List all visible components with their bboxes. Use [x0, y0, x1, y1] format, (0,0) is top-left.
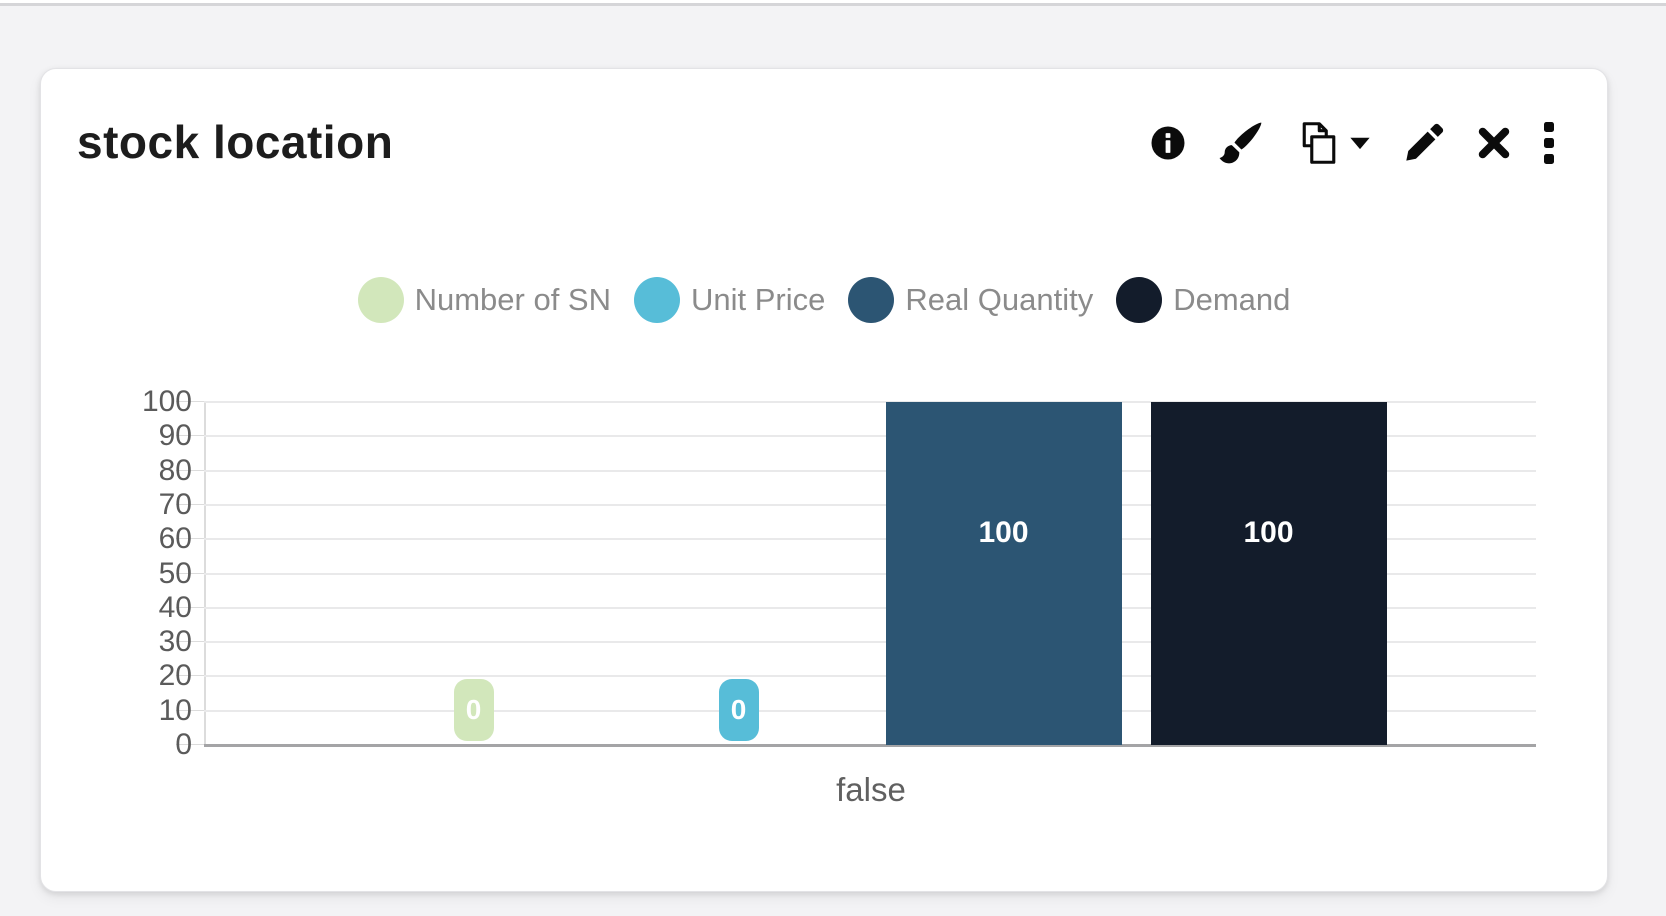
y-axis-tick-label: 80	[158, 453, 192, 487]
kebab-menu-icon	[1543, 121, 1555, 165]
chart-legend: Number of SN Unit Price Real Quantity Deman…	[41, 273, 1607, 327]
legend-label: Demand	[1173, 282, 1291, 317]
close-icon	[1477, 126, 1511, 160]
y-gridline	[204, 435, 1536, 438]
y-axis-tick-label: 20	[158, 659, 192, 693]
legend-label: Real Quantity	[905, 282, 1094, 317]
legend-item-unit-price[interactable]: Unit Price	[634, 277, 825, 323]
dashboard-widget-card: stock location	[40, 68, 1608, 892]
paintbrush-icon	[1218, 120, 1264, 166]
pencil-icon	[1403, 122, 1445, 164]
edit-button[interactable]	[1403, 122, 1445, 164]
y-axis-tick-mark	[176, 503, 204, 505]
more-options-button[interactable]	[1543, 121, 1555, 165]
legend-color-dot	[1116, 277, 1163, 323]
y-axis-tick-mark	[176, 401, 204, 402]
y-axis-tick-mark	[176, 435, 204, 437]
x-axis-baseline	[204, 743, 1536, 747]
bar-value-label: 100	[978, 516, 1029, 549]
bar-value-label: 0	[465, 694, 482, 725]
y-axis-tick-mark	[176, 641, 204, 643]
bar-value-label: 100	[1243, 516, 1294, 549]
y-axis-tick-label: 100	[141, 385, 192, 418]
legend-label: Number of SN	[414, 282, 611, 317]
widget-title: stock location	[77, 116, 394, 168]
chevron-down-icon	[1349, 136, 1371, 150]
y-gridline	[204, 606, 1536, 609]
info-button[interactable]	[1150, 125, 1186, 161]
legend-item-number-of-sn[interactable]: Number of SN	[357, 277, 611, 323]
y-axis-tick-mark	[176, 606, 204, 608]
bar-value-label: 0	[730, 694, 747, 725]
y-axis-tick-mark	[176, 744, 204, 745]
bar-number-of-sn: 0	[453, 679, 494, 741]
legend-color-dot	[357, 277, 404, 323]
x-axis-category-label: false	[204, 771, 1536, 809]
widget-toolbar	[1150, 115, 1555, 171]
legend-color-dot	[634, 277, 680, 323]
y-gridline	[204, 469, 1536, 472]
y-axis-tick-label: 30	[158, 625, 192, 659]
y-gridline	[204, 401, 1536, 403]
y-axis-tick-mark	[176, 538, 204, 540]
page-top-strip	[0, 0, 1666, 6]
legend-item-real-quantity[interactable]: Real Quantity	[848, 277, 1093, 323]
y-axis-tick-label: 40	[158, 590, 192, 624]
y-axis-tick-label: 70	[158, 487, 192, 521]
y-gridline	[204, 503, 1536, 506]
bar-demand: 100	[1150, 402, 1387, 745]
duplicate-button[interactable]	[1296, 121, 1371, 165]
copy-icon	[1296, 121, 1340, 165]
y-axis-tick-mark	[176, 709, 204, 711]
bar-unit-price: 0	[718, 679, 759, 741]
y-gridline	[204, 675, 1536, 678]
bar-real-quantity: 100	[885, 402, 1122, 745]
remove-button[interactable]	[1477, 126, 1511, 160]
legend-color-dot	[848, 277, 895, 323]
y-gridline	[204, 641, 1536, 644]
y-gridline	[204, 538, 1536, 541]
y-axis-tick-label: 0	[175, 728, 192, 761]
x-axis-category-text: false	[836, 771, 906, 808]
legend-item-demand[interactable]: Demand	[1116, 277, 1290, 323]
y-gridline	[204, 572, 1536, 575]
legend-label: Unit Price	[691, 282, 826, 317]
y-axis-tick-label: 50	[158, 556, 192, 590]
info-circle-icon	[1150, 125, 1186, 161]
y-axis-tick-label: 90	[158, 419, 192, 453]
y-axis-tick-mark	[176, 469, 204, 471]
y-axis-tick-label: 60	[158, 522, 192, 556]
style-button[interactable]	[1218, 120, 1264, 166]
y-axis-tick-mark	[176, 675, 204, 677]
y-axis-tick-mark	[176, 572, 204, 574]
chart-plot-area: false 0 10 20 30 40 50 60 70 80 90 100 0 0 100 100	[142, 387, 1536, 808]
y-gridline	[204, 709, 1536, 712]
y-axis-tick-label: 10	[158, 693, 192, 727]
